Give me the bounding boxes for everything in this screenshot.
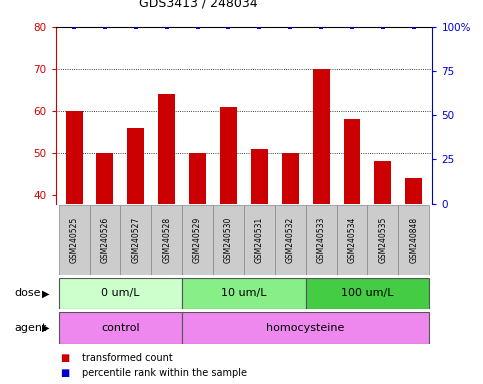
Point [379, 24, 387, 30]
Text: control: control [101, 323, 140, 333]
Point [194, 24, 201, 30]
Bar [306, 205, 337, 275]
Bar [244, 205, 275, 275]
Text: percentile rank within the sample: percentile rank within the sample [82, 368, 247, 378]
Bar [306, 278, 429, 309]
Bar [405, 178, 422, 363]
Text: ■: ■ [60, 353, 70, 363]
Text: GSM240848: GSM240848 [409, 217, 418, 263]
Text: transformed count: transformed count [82, 353, 173, 363]
Bar [275, 205, 306, 275]
Text: ▶: ▶ [42, 288, 50, 298]
Point [163, 24, 170, 30]
Bar [213, 205, 244, 275]
Text: GSM240529: GSM240529 [193, 217, 202, 263]
Text: GSM240535: GSM240535 [378, 217, 387, 263]
Bar [151, 205, 182, 275]
Bar [220, 107, 237, 363]
Text: GSM240530: GSM240530 [224, 217, 233, 263]
Point [225, 24, 232, 30]
Bar [374, 161, 391, 363]
Bar [89, 205, 120, 275]
Text: agent: agent [14, 323, 47, 333]
Text: GSM240526: GSM240526 [100, 217, 110, 263]
Text: GSM240531: GSM240531 [255, 217, 264, 263]
Text: GSM240525: GSM240525 [70, 217, 79, 263]
Point [286, 24, 294, 30]
Bar [282, 153, 298, 363]
Text: dose: dose [14, 288, 41, 298]
Bar [182, 205, 213, 275]
Point [348, 24, 356, 30]
Text: GSM240527: GSM240527 [131, 217, 141, 263]
Text: ▶: ▶ [42, 323, 50, 333]
Bar [313, 69, 329, 363]
Text: GSM240534: GSM240534 [347, 217, 356, 263]
Text: GSM240533: GSM240533 [317, 217, 326, 263]
Bar [58, 312, 182, 344]
Bar [398, 205, 429, 275]
Text: homocysteine: homocysteine [267, 323, 345, 333]
Text: GDS3413 / 248034: GDS3413 / 248034 [140, 0, 258, 10]
Bar [58, 205, 89, 275]
Point [132, 24, 140, 30]
Bar [189, 153, 206, 363]
Bar [66, 111, 83, 363]
Bar [343, 119, 360, 363]
Bar [337, 205, 368, 275]
Text: 0 um/L: 0 um/L [101, 288, 140, 298]
Text: 10 um/L: 10 um/L [221, 288, 267, 298]
Text: GSM240532: GSM240532 [286, 217, 295, 263]
Point [317, 24, 325, 30]
Bar [120, 205, 151, 275]
Text: ■: ■ [60, 368, 70, 378]
Bar [182, 312, 429, 344]
Point [410, 24, 418, 30]
Bar [251, 149, 268, 363]
Bar [368, 205, 398, 275]
Point [256, 24, 263, 30]
Text: GSM240528: GSM240528 [162, 217, 171, 263]
Point [101, 24, 109, 30]
Bar [158, 94, 175, 363]
Bar [58, 278, 182, 309]
Bar [128, 128, 144, 363]
Point [70, 24, 78, 30]
Bar [182, 278, 306, 309]
Bar [97, 153, 114, 363]
Text: 100 um/L: 100 um/L [341, 288, 394, 298]
